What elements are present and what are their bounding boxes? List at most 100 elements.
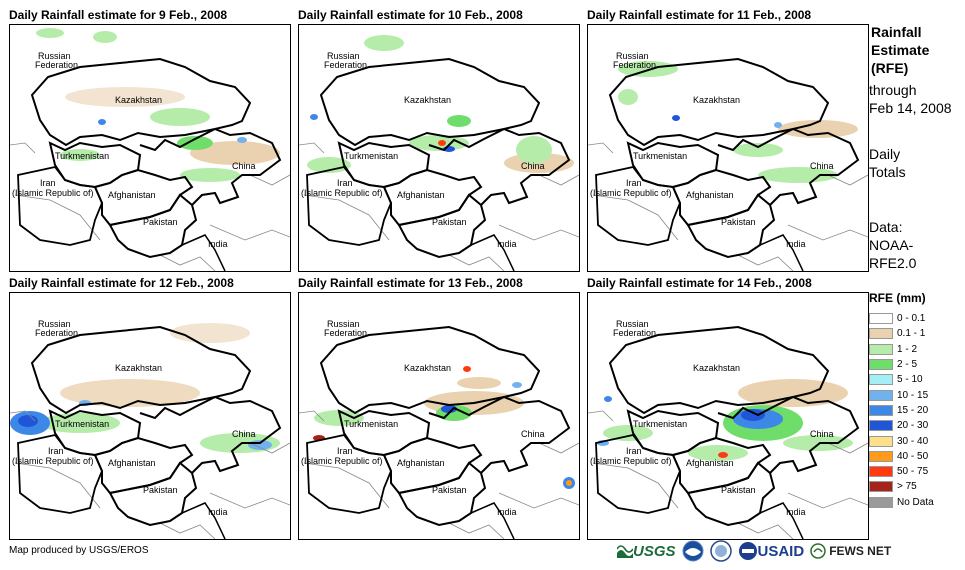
label-afghanistan: Afghanistan: [686, 458, 734, 468]
usgs-logo: USGS: [617, 543, 676, 560]
legend-swatch: [869, 435, 893, 447]
rainfall-map: Russian Federation Kazakhstan Turkmenist…: [587, 292, 869, 540]
label-india: India: [786, 507, 806, 517]
label-russia-2: Federation: [324, 328, 367, 338]
legend-swatch: [869, 404, 893, 416]
label-iran: Iran: [337, 178, 353, 188]
label-china: China: [810, 429, 834, 439]
legend-label: 15 - 20: [897, 404, 929, 416]
rfe-panel-11-feb: Daily Rainfall estimate for 11 Feb., 200…: [587, 8, 869, 272]
legend-title: RFE (mm): [869, 291, 926, 305]
legend-label: 5 - 10: [897, 374, 923, 386]
rfe-panel-14-feb: Daily Rainfall estimate for 14 Feb., 200…: [587, 276, 869, 540]
panel-title: Daily Rainfall estimate for 11 Feb., 200…: [587, 8, 812, 22]
rfe-through-date: through Feb 14, 2008: [869, 81, 965, 117]
rfe-panel-12-feb: Daily Rainfall estimate for 12 Feb., 200…: [9, 276, 291, 540]
rainfall-map: Russian Federation Kazakhstan Turkmenist…: [9, 24, 291, 272]
commerce-seal-icon: [709, 540, 732, 562]
legend-label: 0.1 - 1: [897, 328, 926, 340]
label-pakistan: Pakistan: [721, 485, 756, 495]
rfe-heading-line-1: Rainfall: [871, 24, 922, 40]
legend-swatch: [869, 450, 893, 462]
legend-item: 5 - 10: [869, 372, 934, 387]
rfe-panel-9-feb: Daily Rainfall estimate for 9 Feb., 2008…: [9, 8, 291, 272]
label-afghanistan: Afghanistan: [108, 190, 156, 200]
through-label: through: [869, 82, 917, 98]
agency-logos: USGS USAID FEWS NET: [617, 538, 897, 564]
label-kazakhstan: Kazakhstan: [115, 95, 162, 105]
usgs-wordmark: USGS: [633, 542, 676, 560]
label-russia: Russian: [38, 51, 71, 61]
rainfall-map: Russian Federation Kazakhstan Turkmenist…: [9, 292, 291, 540]
label-afghanistan: Afghanistan: [397, 458, 445, 468]
label-pakistan: Pakistan: [143, 485, 178, 495]
label-iran: Iran: [626, 178, 642, 188]
data-source: Data: NOAA- RFE2.0: [869, 218, 965, 272]
legend-label: 0 - 0.1: [897, 313, 926, 325]
legend-swatch: [869, 496, 893, 508]
legend-swatch: [869, 359, 893, 371]
label-russia: Russian: [327, 319, 360, 329]
label-russia: Russian: [327, 51, 360, 61]
label-iran-2: (Islamic Republic of): [12, 188, 94, 198]
rainfall-map: Russian Federation Kazakhstan Turkmenist…: [298, 292, 580, 540]
label-pakistan: Pakistan: [721, 217, 756, 227]
source-line-1: NOAA-: [869, 237, 914, 253]
noaa-seal-icon: [682, 540, 704, 562]
label-india: India: [786, 239, 806, 249]
legend-swatch: [869, 481, 893, 493]
legend-swatch: [869, 374, 893, 386]
label-iran-2: (Islamic Republic of): [301, 456, 383, 466]
map-credit: Map produced by USGS/EROS: [9, 545, 149, 556]
label-india: India: [497, 239, 517, 249]
label-pakistan: Pakistan: [143, 217, 178, 227]
panel-title: Daily Rainfall estimate for 10 Feb., 200…: [298, 8, 523, 22]
legend-label: > 75: [897, 481, 917, 493]
legend-swatch: [869, 343, 893, 355]
label-turkmenistan: Turkmenistan: [633, 151, 687, 161]
legend-swatch: [869, 328, 893, 340]
label-iran: Iran: [48, 446, 64, 456]
label-turkmenistan: Turkmenistan: [55, 151, 109, 161]
totals-label: Totals: [869, 164, 906, 180]
fews-globe-icon: [810, 543, 826, 559]
legend-swatch: [869, 420, 893, 432]
rfe-heading: Rainfall Estimate (RFE): [871, 23, 965, 77]
label-iran-2: (Islamic Republic of): [301, 188, 383, 198]
panel-title: Daily Rainfall estimate for 14 Feb., 200…: [587, 276, 812, 290]
label-afghanistan: Afghanistan: [686, 190, 734, 200]
label-turkmenistan: Turkmenistan: [344, 419, 398, 429]
legend-label: 20 - 30: [897, 420, 929, 432]
label-kazakhstan: Kazakhstan: [693, 363, 740, 373]
label-turkmenistan: Turkmenistan: [633, 419, 687, 429]
commerce-seal-logo: [709, 540, 732, 562]
legend-item: 15 - 20: [869, 403, 934, 418]
label-china: China: [810, 161, 834, 171]
label-turkmenistan: Turkmenistan: [55, 419, 109, 429]
legend-item: 0.1 - 1: [869, 326, 934, 341]
legend-item: No Data: [869, 495, 934, 510]
label-iran: Iran: [626, 446, 642, 456]
legend-label: 10 - 15: [897, 389, 929, 401]
rfe-panel-13-feb: Daily Rainfall estimate for 13 Feb., 200…: [298, 276, 580, 540]
legend-swatch: [869, 313, 893, 325]
label-pakistan: Pakistan: [432, 217, 467, 227]
label-russia-2: Federation: [35, 60, 78, 70]
usaid-logo: USAID: [738, 541, 804, 561]
label-china: China: [232, 429, 256, 439]
label-turkmenistan: Turkmenistan: [344, 151, 398, 161]
label-iran-2: (Islamic Republic of): [590, 188, 672, 198]
legend-item: 10 - 15: [869, 387, 934, 402]
label-russia-2: Federation: [613, 328, 656, 338]
legend-item: 50 - 75: [869, 464, 934, 479]
label-russia-2: Federation: [35, 328, 78, 338]
legend-label: 2 - 5: [897, 359, 918, 371]
label-india: India: [208, 239, 228, 249]
label-china: China: [521, 161, 545, 171]
legend-item: > 75: [869, 479, 934, 494]
usgs-wave-icon: [617, 545, 633, 558]
fews-net-logo: FEWS NET: [810, 543, 891, 559]
label-russia-2: Federation: [324, 60, 367, 70]
rfe-legend: 0 - 0.1 0.1 - 1 1 - 2 2 - 5 5 - 10 10 - 15 15 …: [869, 311, 934, 510]
legend-swatch: [869, 466, 893, 478]
